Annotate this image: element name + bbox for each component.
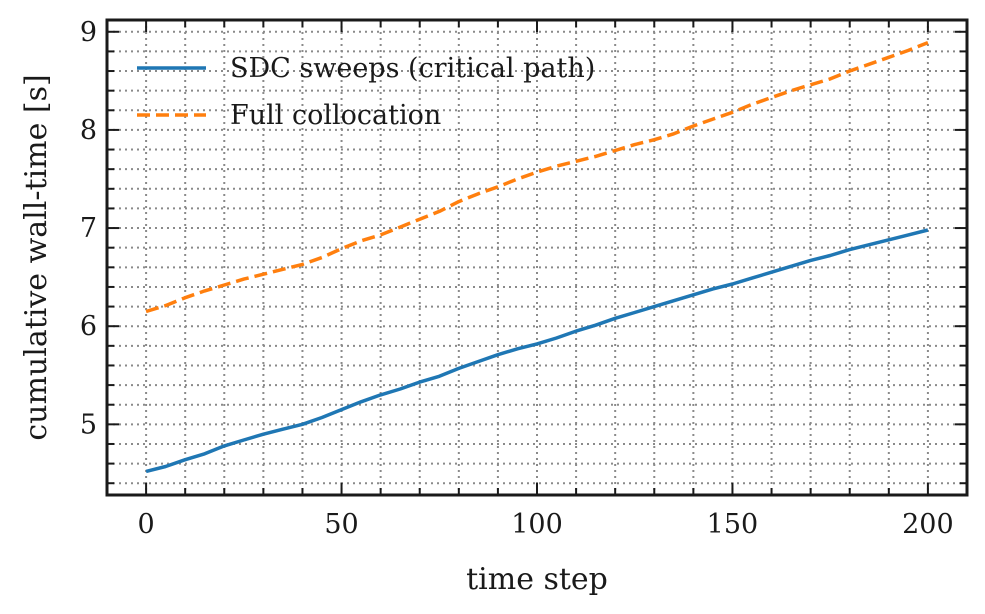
grid bbox=[107, 20, 967, 495]
y-tick-label: 5 bbox=[80, 409, 97, 440]
y-axis-label: cumulative wall-time [s] bbox=[19, 74, 54, 440]
legend-label-1: SDC sweeps (critical path) bbox=[230, 53, 595, 84]
legend-label-2: Full collocation bbox=[230, 100, 441, 131]
legend: SDC sweeps (critical path) Full collocati… bbox=[137, 53, 595, 131]
x-tick-label: 200 bbox=[902, 509, 954, 540]
y-tick-label: 8 bbox=[80, 115, 97, 146]
plot-frame bbox=[105, 18, 969, 497]
series-lines bbox=[145, 40, 929, 474]
x-tick-label: 100 bbox=[511, 509, 563, 540]
tick-labels: 0 50 100 150 200 5 6 7 8 9 bbox=[80, 17, 954, 540]
y-tick-label: 7 bbox=[80, 213, 97, 244]
y-tick-label: 9 bbox=[80, 17, 97, 48]
y-tick-label: 6 bbox=[80, 311, 97, 342]
series-line-2 bbox=[145, 40, 929, 314]
x-tick-label: 50 bbox=[324, 509, 358, 540]
x-tick-label: 0 bbox=[137, 509, 154, 540]
x-axis-label: time step bbox=[466, 562, 608, 597]
x-tick-label: 150 bbox=[707, 509, 759, 540]
series-line-1 bbox=[145, 228, 929, 474]
